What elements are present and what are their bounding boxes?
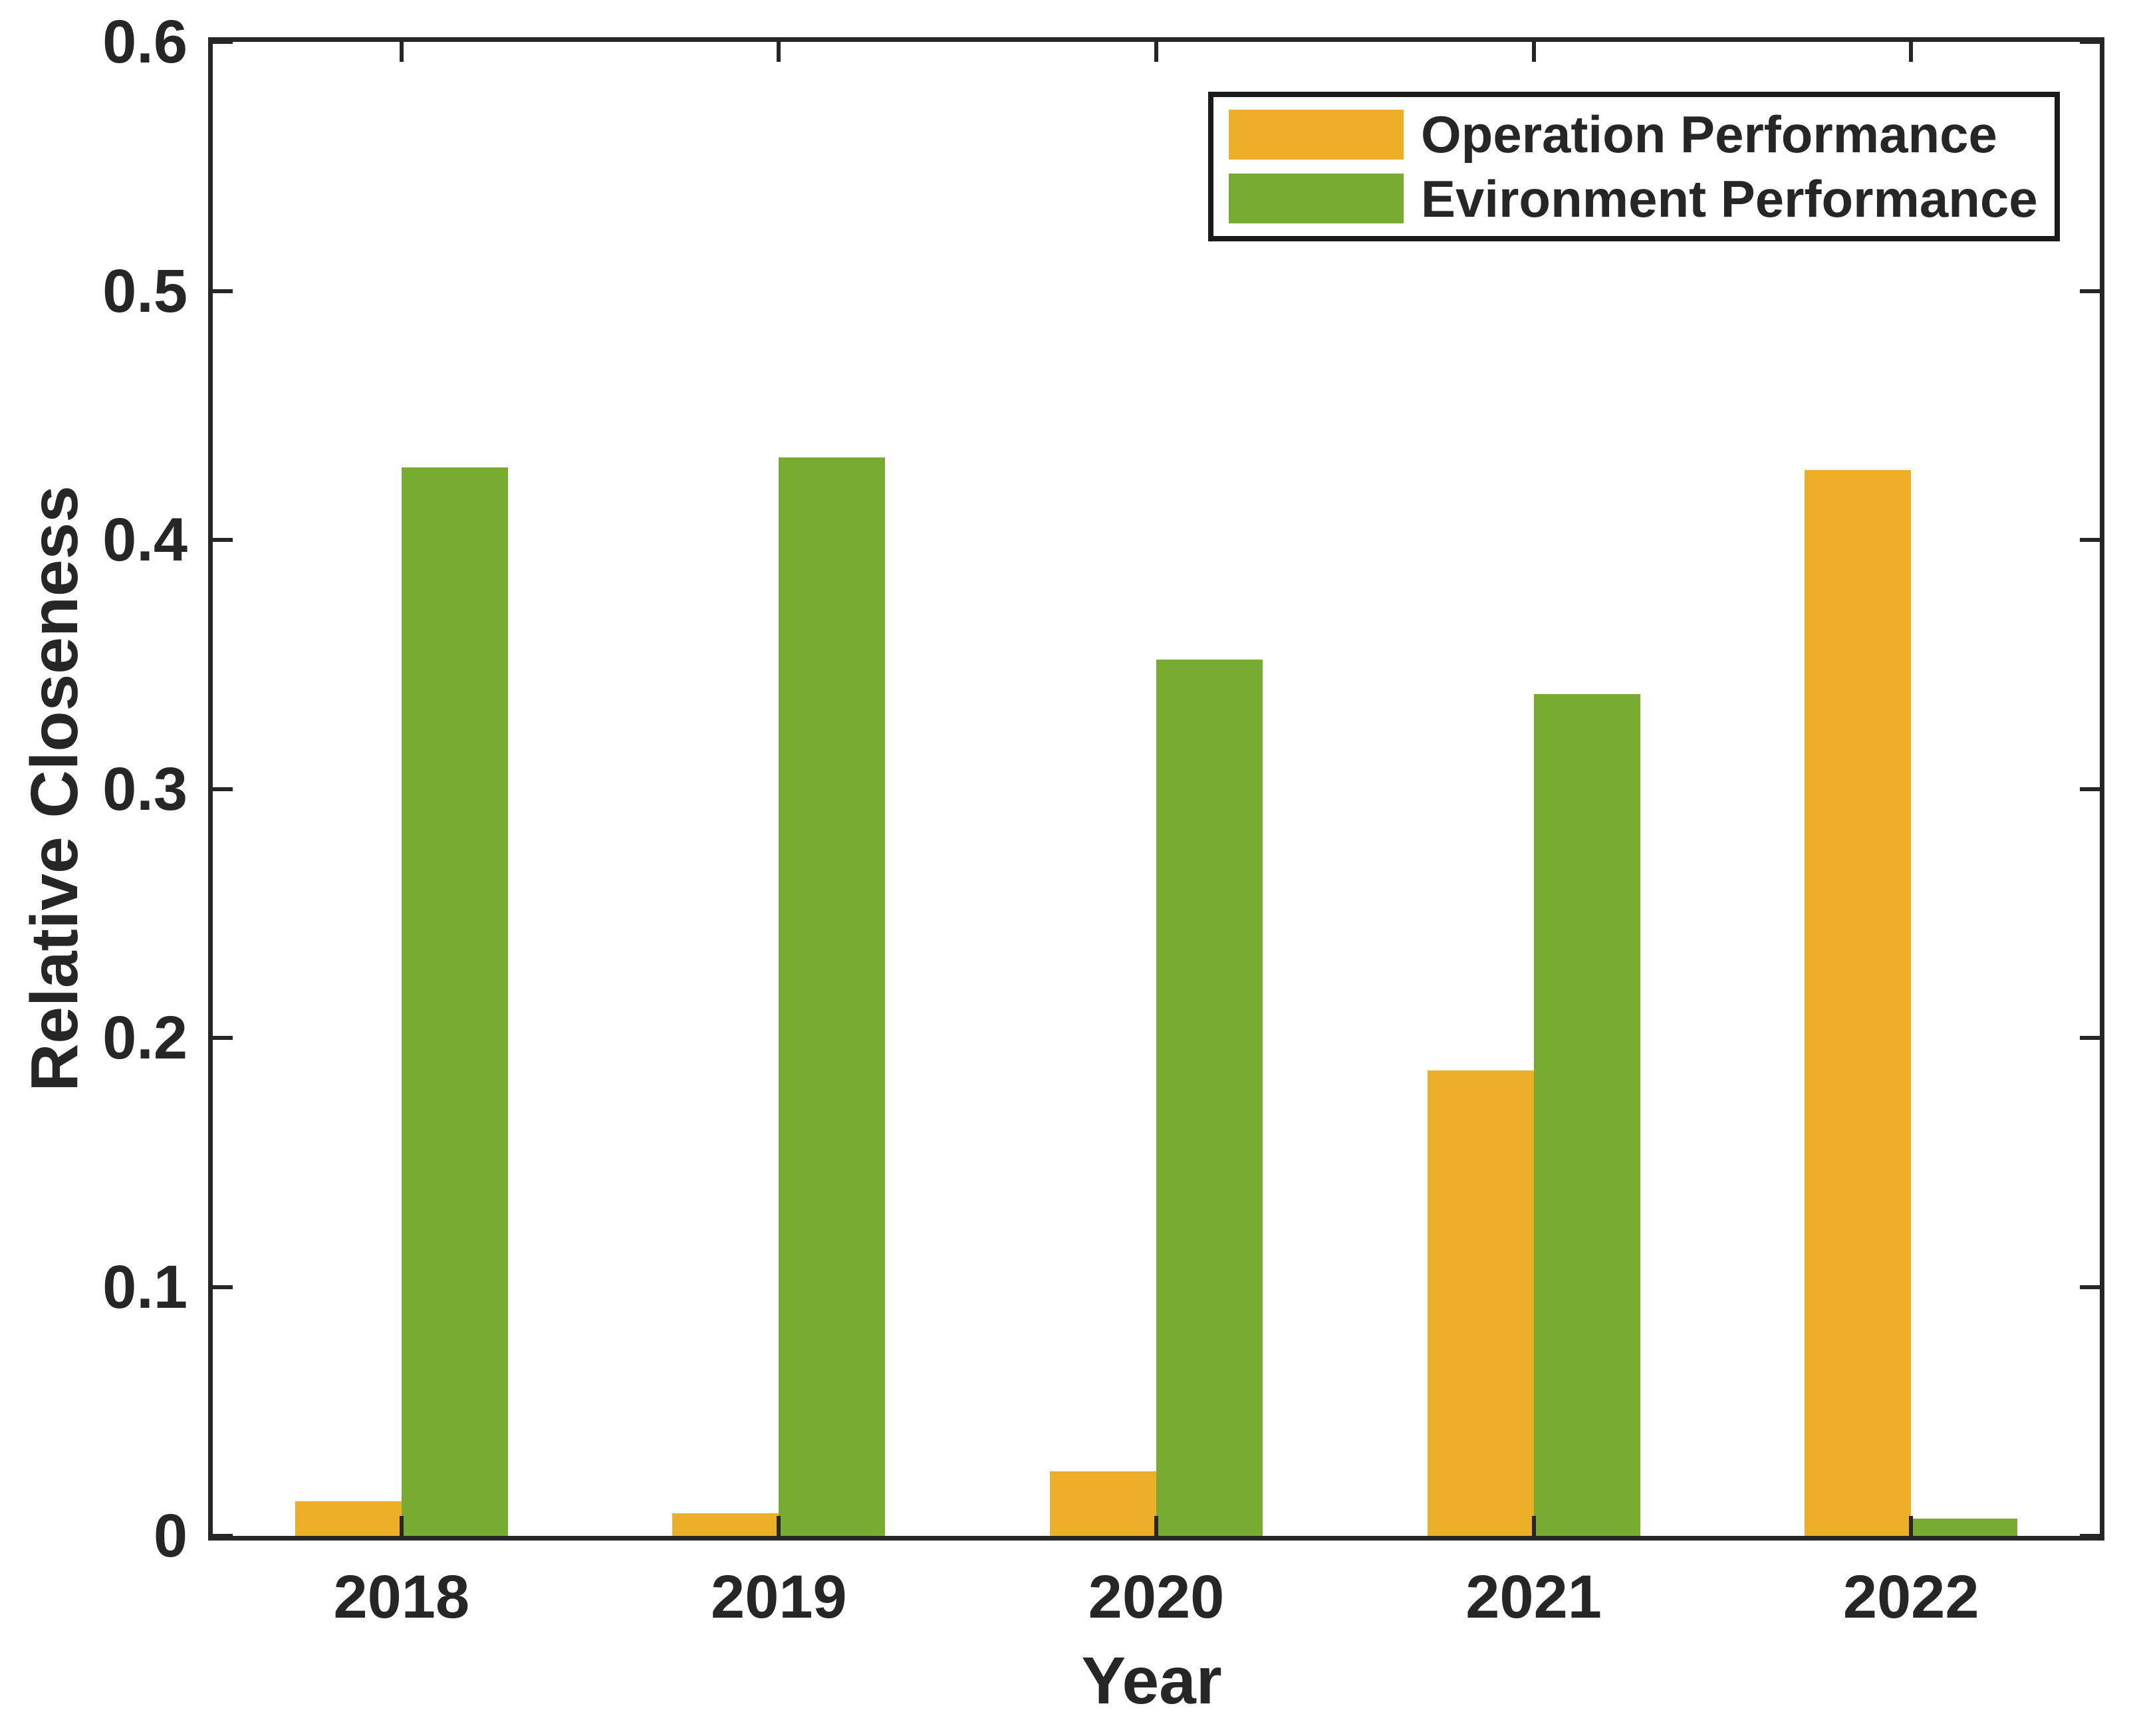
x-tick-label-2018: 2018 bbox=[333, 1563, 470, 1631]
y-tick-left-0.4 bbox=[213, 538, 233, 543]
y-tick-right-0.6 bbox=[2080, 40, 2100, 44]
y-tick-right-0.1 bbox=[2080, 1285, 2100, 1289]
x-tick-label-2020: 2020 bbox=[1088, 1563, 1225, 1631]
y-tick-right-0.2 bbox=[2080, 1036, 2100, 1041]
legend-swatch-environment-performance bbox=[1229, 174, 1404, 224]
y-tick-left-0.5 bbox=[213, 289, 233, 293]
y-axis-label: Relative Closeness bbox=[17, 485, 92, 1092]
bar-2021-environment-performance bbox=[1533, 694, 1640, 1536]
x-tick-bottom-2021 bbox=[1531, 1516, 1536, 1536]
y-tick-left-0.1 bbox=[213, 1285, 233, 1289]
x-tick-top-2022 bbox=[1909, 42, 1914, 62]
bar-2018-operation-performance bbox=[295, 1501, 402, 1536]
y-tick-left-0 bbox=[213, 1534, 233, 1538]
bar-2019-environment-performance bbox=[779, 457, 886, 1536]
legend: Operation Performance Evironment Perform… bbox=[1208, 92, 2060, 241]
x-tick-bottom-2019 bbox=[777, 1516, 781, 1536]
y-tick-label-0: 0 bbox=[153, 1502, 188, 1570]
y-tick-label-0.6: 0.6 bbox=[102, 8, 188, 76]
x-tick-label-2022: 2022 bbox=[1842, 1563, 1979, 1631]
bar-2022-environment-performance bbox=[1911, 1518, 2018, 1536]
x-tick-top-2018 bbox=[399, 42, 404, 62]
bar-2021-operation-performance bbox=[1427, 1070, 1534, 1536]
y-tick-label-0.1: 0.1 bbox=[102, 1253, 188, 1321]
legend-label-environment-performance: Evironment Performance bbox=[1421, 169, 2038, 228]
x-tick-top-2021 bbox=[1531, 42, 1536, 62]
x-tick-top-2020 bbox=[1154, 42, 1158, 62]
y-tick-left-0.6 bbox=[213, 40, 233, 44]
legend-entry-operation-performance: Operation Performance bbox=[1229, 108, 2041, 160]
y-tick-left-0.2 bbox=[213, 1036, 233, 1041]
legend-entry-environment-performance: Evironment Performance bbox=[1229, 173, 2041, 225]
legend-label-operation-performance: Operation Performance bbox=[1421, 105, 1997, 164]
x-axis-label: Year bbox=[1081, 1644, 1222, 1718]
y-tick-right-0.3 bbox=[2080, 787, 2100, 791]
x-tick-label-2019: 2019 bbox=[711, 1563, 847, 1631]
y-tick-label-0.4: 0.4 bbox=[102, 506, 188, 574]
bar-2019-operation-performance bbox=[672, 1513, 779, 1536]
bar-2018-environment-performance bbox=[401, 467, 508, 1536]
y-tick-label-0.2: 0.2 bbox=[102, 1004, 188, 1072]
x-tick-label-2021: 2021 bbox=[1465, 1563, 1602, 1631]
bar-2020-operation-performance bbox=[1049, 1471, 1156, 1536]
y-tick-right-0 bbox=[2080, 1534, 2100, 1538]
x-tick-bottom-2022 bbox=[1909, 1516, 1914, 1536]
y-tick-label-0.5: 0.5 bbox=[102, 257, 188, 325]
x-tick-bottom-2018 bbox=[399, 1516, 404, 1536]
legend-swatch-operation-performance bbox=[1229, 109, 1404, 160]
bar-2020-environment-performance bbox=[1156, 659, 1263, 1536]
bar-2022-operation-performance bbox=[1805, 470, 1912, 1536]
y-tick-right-0.5 bbox=[2080, 289, 2100, 293]
x-tick-bottom-2020 bbox=[1154, 1516, 1158, 1536]
y-tick-label-0.3: 0.3 bbox=[102, 755, 188, 823]
y-tick-left-0.3 bbox=[213, 787, 233, 791]
y-tick-right-0.4 bbox=[2080, 538, 2100, 543]
x-tick-top-2019 bbox=[777, 42, 781, 62]
plot-area bbox=[208, 37, 2104, 1541]
